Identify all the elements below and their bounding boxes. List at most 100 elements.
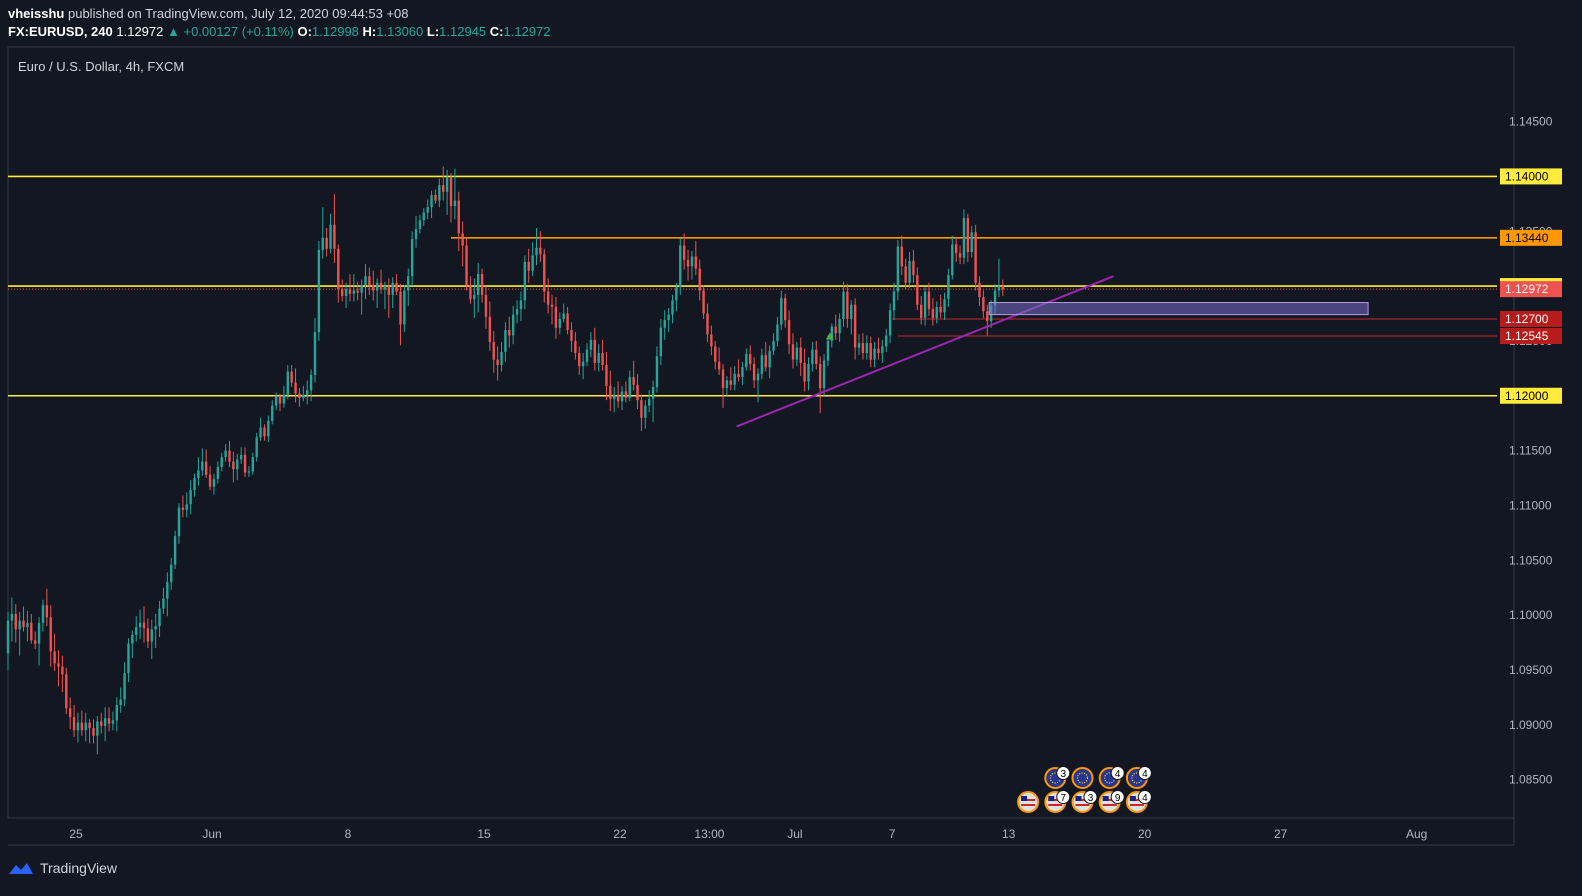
candle-body bbox=[935, 306, 938, 318]
candle-body bbox=[348, 289, 352, 294]
event-count-badge bbox=[1083, 790, 1098, 804]
candle-body bbox=[679, 245, 682, 288]
candle-body bbox=[375, 282, 379, 291]
candle-body bbox=[457, 200, 460, 234]
us-flag-canton bbox=[1102, 796, 1109, 801]
candle-body bbox=[158, 608, 161, 627]
candle-body bbox=[803, 362, 806, 382]
us-event-icon[interactable]: 9 bbox=[1098, 790, 1125, 813]
candle-body bbox=[791, 344, 795, 360]
eu-event-icon[interactable]: 3 bbox=[1044, 766, 1071, 789]
us-event-icon[interactable]: 7 bbox=[1044, 790, 1071, 813]
candle-body bbox=[962, 218, 966, 258]
candle-body bbox=[609, 385, 612, 400]
us-event-icon[interactable]: 3 bbox=[1071, 790, 1098, 813]
event-count-badge bbox=[1056, 790, 1071, 804]
candle-body bbox=[430, 195, 433, 208]
candle-body bbox=[737, 373, 740, 378]
candle-body bbox=[426, 207, 429, 213]
candle-body bbox=[267, 420, 270, 437]
candle-body bbox=[76, 722, 80, 731]
event-count-label: 3 bbox=[1060, 769, 1066, 780]
candle-body bbox=[473, 294, 476, 300]
candle-body bbox=[65, 674, 68, 709]
candle-body bbox=[286, 371, 289, 395]
candle-body bbox=[368, 276, 371, 285]
candle-body bbox=[939, 306, 942, 313]
time-tick-label: 22 bbox=[613, 827, 627, 841]
candle-body bbox=[752, 363, 756, 381]
candle-body bbox=[904, 266, 907, 283]
high-value: 1.13060 bbox=[376, 24, 424, 39]
candle-body bbox=[92, 728, 95, 736]
event-count-label: 7 bbox=[1060, 793, 1066, 804]
candle-body bbox=[706, 313, 709, 335]
candle-body bbox=[772, 340, 775, 351]
candle-body bbox=[663, 320, 666, 328]
candle-body bbox=[403, 290, 406, 325]
candle-body bbox=[714, 346, 717, 362]
candle-body bbox=[325, 237, 328, 249]
us-event-icon[interactable] bbox=[1017, 791, 1040, 813]
candle-body bbox=[574, 340, 577, 353]
candle-body bbox=[655, 356, 659, 387]
publish-info: vheisshu published on TradingView.com, J… bbox=[8, 6, 409, 21]
candle-body bbox=[57, 663, 60, 667]
us-flag-stripe bbox=[1102, 799, 1117, 801]
candle-body bbox=[263, 427, 266, 437]
candle-body bbox=[651, 386, 655, 400]
time-axis[interactable]: 25 Jun 8 15 22 13:00 Jul 7 13 20 27 Aug bbox=[69, 827, 1427, 841]
candle-body bbox=[173, 536, 177, 565]
candle-body bbox=[873, 348, 876, 360]
candle-body bbox=[166, 582, 169, 599]
us-flag-stripe bbox=[1075, 799, 1090, 801]
candle-body bbox=[18, 620, 21, 630]
candle-body bbox=[193, 478, 196, 491]
candle-body bbox=[340, 289, 344, 296]
candle-body bbox=[978, 282, 981, 298]
events-layer[interactable]: 3 4 4 7 3 9 4 bbox=[1017, 766, 1152, 813]
candle-body bbox=[558, 318, 562, 328]
us-event-icon[interactable]: 4 bbox=[1125, 790, 1152, 813]
candle-body bbox=[449, 177, 453, 207]
candle-body bbox=[135, 627, 138, 635]
candle-body bbox=[239, 454, 243, 460]
candle-body bbox=[181, 507, 185, 510]
price-axis[interactable]: 1.145001.140001.135001.130001.125001.120… bbox=[1500, 115, 1562, 787]
candle-body bbox=[372, 284, 375, 291]
candle-body bbox=[201, 461, 204, 471]
candle-body bbox=[523, 261, 527, 301]
eu-event-icon[interactable]: 4 bbox=[1125, 766, 1152, 789]
eu-event-icon[interactable] bbox=[1071, 767, 1094, 789]
candle-body bbox=[259, 427, 262, 438]
candle-body bbox=[204, 461, 208, 475]
candle-body bbox=[399, 291, 402, 325]
candle-body bbox=[721, 369, 725, 389]
candle-body bbox=[232, 461, 235, 470]
eu-event-icon[interactable]: 4 bbox=[1098, 766, 1125, 789]
candle-body bbox=[636, 384, 639, 401]
candle-body bbox=[255, 437, 258, 458]
event-count-badge bbox=[1137, 766, 1152, 780]
drawings-layer bbox=[736, 275, 1369, 428]
candle-body bbox=[496, 359, 499, 366]
candle-body bbox=[570, 329, 573, 341]
candle-body bbox=[146, 628, 150, 642]
candle-body bbox=[733, 373, 736, 385]
candle-body bbox=[383, 286, 387, 290]
candle-body bbox=[550, 304, 554, 307]
candle-body bbox=[333, 224, 336, 249]
candle-body bbox=[317, 249, 321, 333]
candle-body bbox=[624, 391, 628, 398]
candle-body bbox=[150, 629, 153, 642]
candle-body bbox=[492, 342, 495, 360]
candle-body bbox=[585, 349, 589, 362]
candle-body bbox=[647, 399, 651, 406]
candle-body bbox=[958, 253, 962, 258]
event-count-label: 9 bbox=[1115, 793, 1121, 804]
candle-body bbox=[37, 622, 41, 644]
candle-body bbox=[920, 304, 923, 318]
candle-body bbox=[916, 275, 919, 305]
candle-body bbox=[760, 355, 764, 374]
